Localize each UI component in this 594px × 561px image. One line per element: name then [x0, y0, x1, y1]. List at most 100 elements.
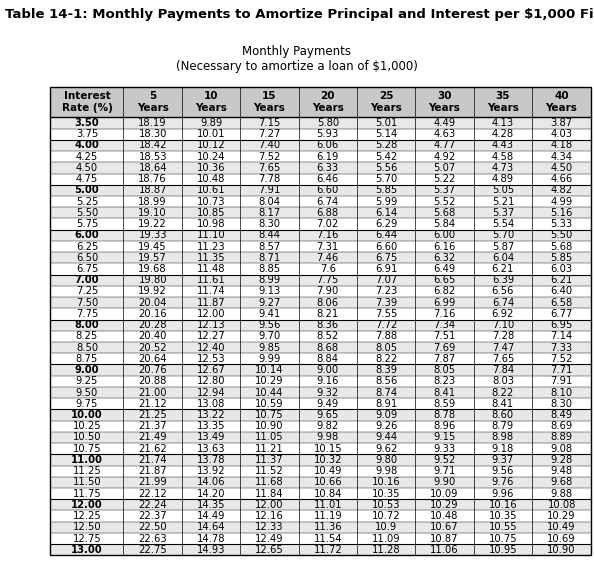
Text: 12.75: 12.75 [72, 534, 102, 544]
Text: 5.37: 5.37 [492, 208, 514, 218]
Text: 8.74: 8.74 [375, 388, 397, 398]
Text: 11.00: 11.00 [71, 455, 103, 465]
Bar [50, 87, 591, 555]
Text: 4.63: 4.63 [434, 129, 456, 139]
Text: 5.50: 5.50 [551, 231, 573, 240]
Text: 6.39: 6.39 [492, 275, 514, 285]
Bar [50, 117, 591, 128]
Text: 6.25: 6.25 [76, 242, 98, 251]
Text: 7.55: 7.55 [375, 309, 397, 319]
Text: 6.40: 6.40 [551, 287, 573, 296]
Text: 12.53: 12.53 [197, 354, 225, 364]
Text: 8.30: 8.30 [551, 399, 573, 409]
Text: 10.50: 10.50 [72, 433, 101, 443]
Text: 3.50: 3.50 [75, 118, 99, 128]
Text: 20.88: 20.88 [138, 376, 167, 387]
Text: 5.70: 5.70 [492, 231, 514, 240]
Text: 6.33: 6.33 [317, 163, 339, 173]
Text: 5.93: 5.93 [317, 129, 339, 139]
Text: 11.01: 11.01 [314, 500, 342, 510]
Text: 8.96: 8.96 [434, 421, 456, 431]
Text: 7.6: 7.6 [320, 264, 336, 274]
Text: Interest
Rate (%): Interest Rate (%) [62, 91, 112, 113]
Text: 6.74: 6.74 [317, 197, 339, 206]
Text: 12.49: 12.49 [255, 534, 284, 544]
Text: 12.00: 12.00 [255, 500, 284, 510]
Text: 11.72: 11.72 [314, 545, 342, 555]
Text: 8.17: 8.17 [258, 208, 280, 218]
Text: 13.92: 13.92 [197, 466, 225, 476]
Text: 13.63: 13.63 [197, 444, 225, 454]
Text: 9.56: 9.56 [258, 320, 280, 330]
Text: 6.46: 6.46 [317, 174, 339, 184]
Bar [50, 162, 591, 173]
Text: 4.00: 4.00 [75, 140, 99, 150]
Text: 19.33: 19.33 [138, 231, 167, 240]
Text: 21.99: 21.99 [138, 477, 167, 488]
Text: 9.62: 9.62 [375, 444, 397, 454]
Text: 5.85: 5.85 [551, 253, 573, 263]
Text: 12.80: 12.80 [197, 376, 225, 387]
Text: 12.13: 12.13 [197, 320, 225, 330]
Text: 5.42: 5.42 [375, 151, 397, 162]
Text: 10.29: 10.29 [255, 376, 284, 387]
Text: 8.79: 8.79 [492, 421, 514, 431]
Text: 10.08: 10.08 [548, 500, 576, 510]
Text: 10.09: 10.09 [430, 489, 459, 499]
Text: 10.48: 10.48 [431, 511, 459, 521]
Text: 5.68: 5.68 [551, 242, 573, 251]
Text: 5.85: 5.85 [375, 185, 397, 195]
Text: 40
Years: 40 Years [546, 91, 577, 113]
Text: 8.75: 8.75 [76, 354, 98, 364]
Text: 7.52: 7.52 [551, 354, 573, 364]
Text: 11.10: 11.10 [197, 231, 225, 240]
Text: 8.71: 8.71 [258, 253, 280, 263]
Text: 8.50: 8.50 [76, 343, 98, 353]
Text: 25
Years: 25 Years [370, 91, 402, 113]
Text: 9.56: 9.56 [492, 466, 514, 476]
Text: 10.49: 10.49 [314, 466, 342, 476]
Text: 7.07: 7.07 [375, 275, 397, 285]
Text: 11.84: 11.84 [255, 489, 284, 499]
Text: 5.84: 5.84 [434, 219, 456, 229]
Text: 13.78: 13.78 [197, 455, 225, 465]
Text: 10.87: 10.87 [430, 534, 459, 544]
Text: 10.15: 10.15 [314, 444, 342, 454]
Text: 9.13: 9.13 [258, 287, 280, 296]
Text: 4.03: 4.03 [551, 129, 573, 139]
Bar [50, 207, 591, 218]
Text: 11.35: 11.35 [197, 253, 225, 263]
Text: 6.92: 6.92 [492, 309, 514, 319]
Text: 10.75: 10.75 [489, 534, 517, 544]
Text: 5.25: 5.25 [76, 197, 98, 206]
Text: 11.61: 11.61 [197, 275, 225, 285]
Text: 4.25: 4.25 [76, 151, 98, 162]
Text: 13.00: 13.00 [71, 545, 103, 555]
Text: 20.64: 20.64 [138, 354, 167, 364]
Text: 6.04: 6.04 [492, 253, 514, 263]
Text: 12.67: 12.67 [197, 365, 225, 375]
Text: 10.59: 10.59 [255, 399, 284, 409]
Text: 5.21: 5.21 [492, 197, 514, 206]
Text: 9.37: 9.37 [492, 455, 514, 465]
Text: 6.14: 6.14 [375, 208, 397, 218]
Text: 4.66: 4.66 [551, 174, 573, 184]
Text: 22.24: 22.24 [138, 500, 167, 510]
Text: 18.76: 18.76 [138, 174, 167, 184]
Text: 10.66: 10.66 [314, 477, 342, 488]
Text: 6.19: 6.19 [317, 151, 339, 162]
Text: 19.92: 19.92 [138, 287, 167, 296]
Bar [50, 342, 591, 353]
Text: 11.28: 11.28 [372, 545, 400, 555]
Text: 9.82: 9.82 [317, 421, 339, 431]
Text: 4.28: 4.28 [492, 129, 514, 139]
Text: 8.89: 8.89 [551, 433, 573, 443]
Text: 11.54: 11.54 [314, 534, 342, 544]
Text: 5.70: 5.70 [375, 174, 397, 184]
Text: 6.60: 6.60 [375, 242, 397, 251]
Text: 3.87: 3.87 [551, 118, 573, 128]
Text: 8.84: 8.84 [317, 354, 339, 364]
Text: 10.9: 10.9 [375, 522, 397, 532]
Bar [50, 87, 591, 117]
Text: 7.00: 7.00 [75, 275, 99, 285]
